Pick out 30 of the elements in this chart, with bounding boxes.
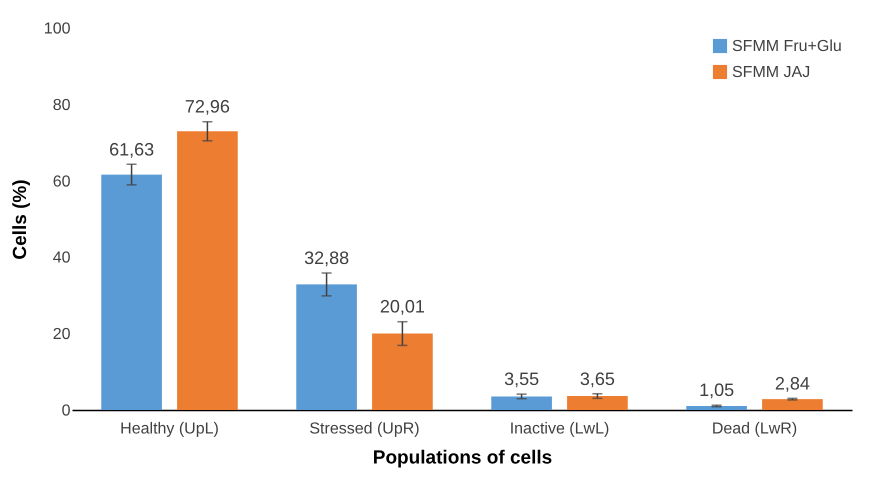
- x-tick-label: Healthy (UpL): [120, 420, 219, 438]
- y-axis-title: Cells (%): [10, 179, 31, 260]
- legend-label: SFMM JAJ: [732, 64, 810, 81]
- x-tick-label: Inactive (LwL): [510, 420, 610, 438]
- y-tick-label: 0: [62, 402, 71, 420]
- bar: [686, 406, 747, 410]
- y-tick-label: 80: [52, 96, 71, 114]
- bar: [296, 284, 357, 410]
- bar: [372, 334, 433, 410]
- data-label: 3,55: [504, 369, 540, 390]
- data-label: 1,05: [699, 380, 734, 400]
- x-tick-label: Dead (LwR): [712, 420, 798, 438]
- data-label: 32,88: [304, 248, 350, 268]
- data-label: 3,65: [580, 368, 615, 389]
- data-label: 61,63: [109, 139, 154, 160]
- bar: [491, 396, 552, 410]
- x-axis-title: Populations of cells: [372, 448, 552, 468]
- bar: [177, 131, 238, 410]
- data-label: 20,01: [380, 296, 425, 317]
- y-tick-label: 40: [52, 250, 71, 267]
- y-tick-label: 20: [52, 326, 71, 344]
- y-tick-label: 100: [44, 20, 71, 38]
- bar: [101, 174, 162, 410]
- data-label: 72,96: [184, 96, 230, 117]
- data-label: 2,84: [774, 373, 810, 394]
- legend-label: SFMM Fru+Glu: [732, 38, 842, 55]
- bar: [567, 396, 628, 410]
- y-tick-label: 60: [52, 173, 71, 190]
- bar: [762, 399, 823, 410]
- x-tick-label: Stressed (UpR): [309, 420, 420, 438]
